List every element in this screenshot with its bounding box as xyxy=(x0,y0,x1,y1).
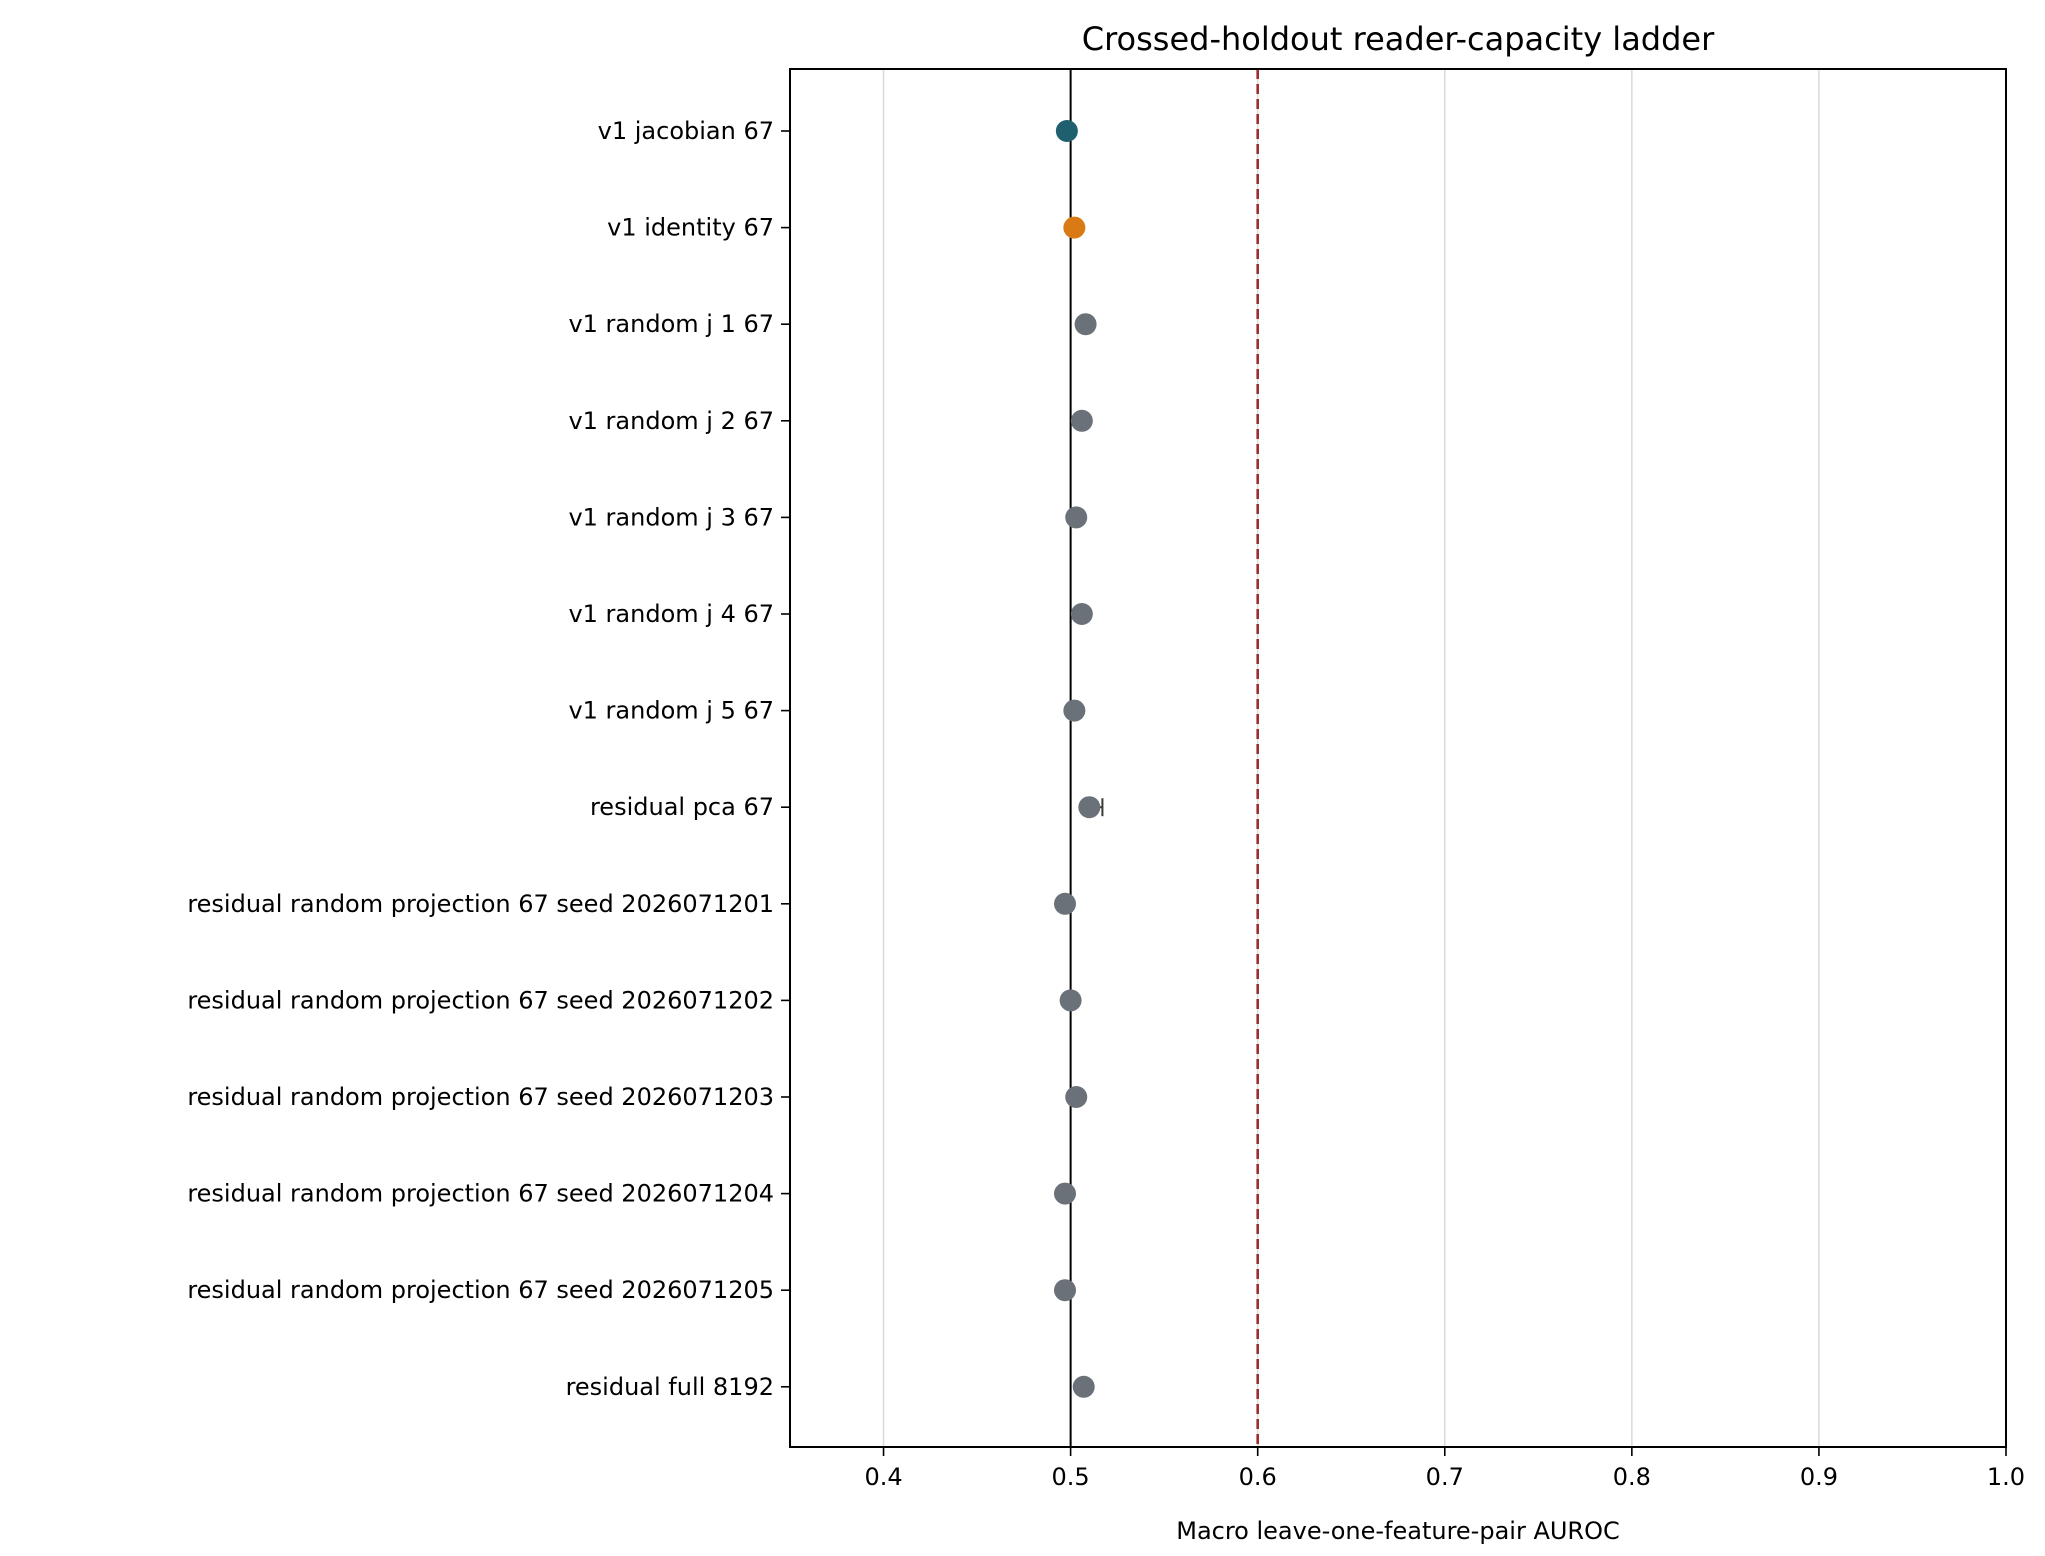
data-point xyxy=(1070,409,1093,432)
data-point xyxy=(1054,1279,1077,1302)
y-tick-label: residual random projection 67 seed 20260… xyxy=(187,1083,774,1111)
y-tick-label: v1 identity 67 xyxy=(607,214,774,242)
y-tick-label: residual pca 67 xyxy=(590,793,774,821)
data-point xyxy=(1065,506,1088,529)
data-point xyxy=(1070,603,1093,625)
x-axis-ticks: 0.4 0.5 0.6 0.7 0.8 0.9 1.0 xyxy=(864,1447,2025,1491)
data-point xyxy=(1059,989,1082,1012)
y-tick-label: v1 random j 5 67 xyxy=(568,697,774,725)
x-tick-label: 0.9 xyxy=(1800,1463,1838,1491)
data-point xyxy=(1055,120,1078,142)
y-tick-label: v1 jacobian 67 xyxy=(598,117,774,145)
data-point xyxy=(1063,699,1086,722)
data-point xyxy=(1074,313,1097,336)
y-tick-label: residual full 8192 xyxy=(566,1373,774,1401)
y-tick-label: v1 random j 4 67 xyxy=(568,600,774,628)
data-point xyxy=(1054,892,1077,915)
x-tick-label: 1.0 xyxy=(1987,1463,2025,1491)
reference-lines xyxy=(1069,69,1259,1447)
x-tick-label: 0.7 xyxy=(1426,1463,1464,1491)
y-tick-label: residual random projection 67 seed 20260… xyxy=(187,890,774,918)
y-tick-label: residual random projection 67 seed 20260… xyxy=(187,1180,774,1208)
y-tick-label: residual random projection 67 seed 20260… xyxy=(187,1276,774,1304)
data-point xyxy=(1072,1375,1095,1398)
x-axis-label: Macro leave-one-feature-pair AUROC xyxy=(1176,1517,1620,1545)
chart-title: Crossed-holdout reader-capacity ladder xyxy=(1082,20,1715,58)
x-tick-label: 0.4 xyxy=(864,1463,902,1491)
y-axis-ticks: v1 jacobian 67 v1 identity 67 v1 random j … xyxy=(187,117,790,1401)
y-tick-label: v1 random j 2 67 xyxy=(568,407,774,435)
data-points xyxy=(1054,120,1104,1398)
plot-frame xyxy=(789,68,2007,1448)
y-tick-label: v1 random j 1 67 xyxy=(568,310,774,338)
x-tick-label: 0.6 xyxy=(1239,1463,1277,1491)
data-point xyxy=(1054,1182,1077,1205)
y-tick-label: residual random projection 67 seed 20260… xyxy=(187,986,774,1014)
x-tick-label: 0.8 xyxy=(1613,1463,1651,1491)
data-point xyxy=(1078,796,1101,819)
data-point xyxy=(1065,1086,1088,1108)
data-point xyxy=(1063,216,1086,239)
x-tick-label: 0.5 xyxy=(1052,1463,1090,1491)
y-tick-label: v1 random j 3 67 xyxy=(568,503,774,531)
